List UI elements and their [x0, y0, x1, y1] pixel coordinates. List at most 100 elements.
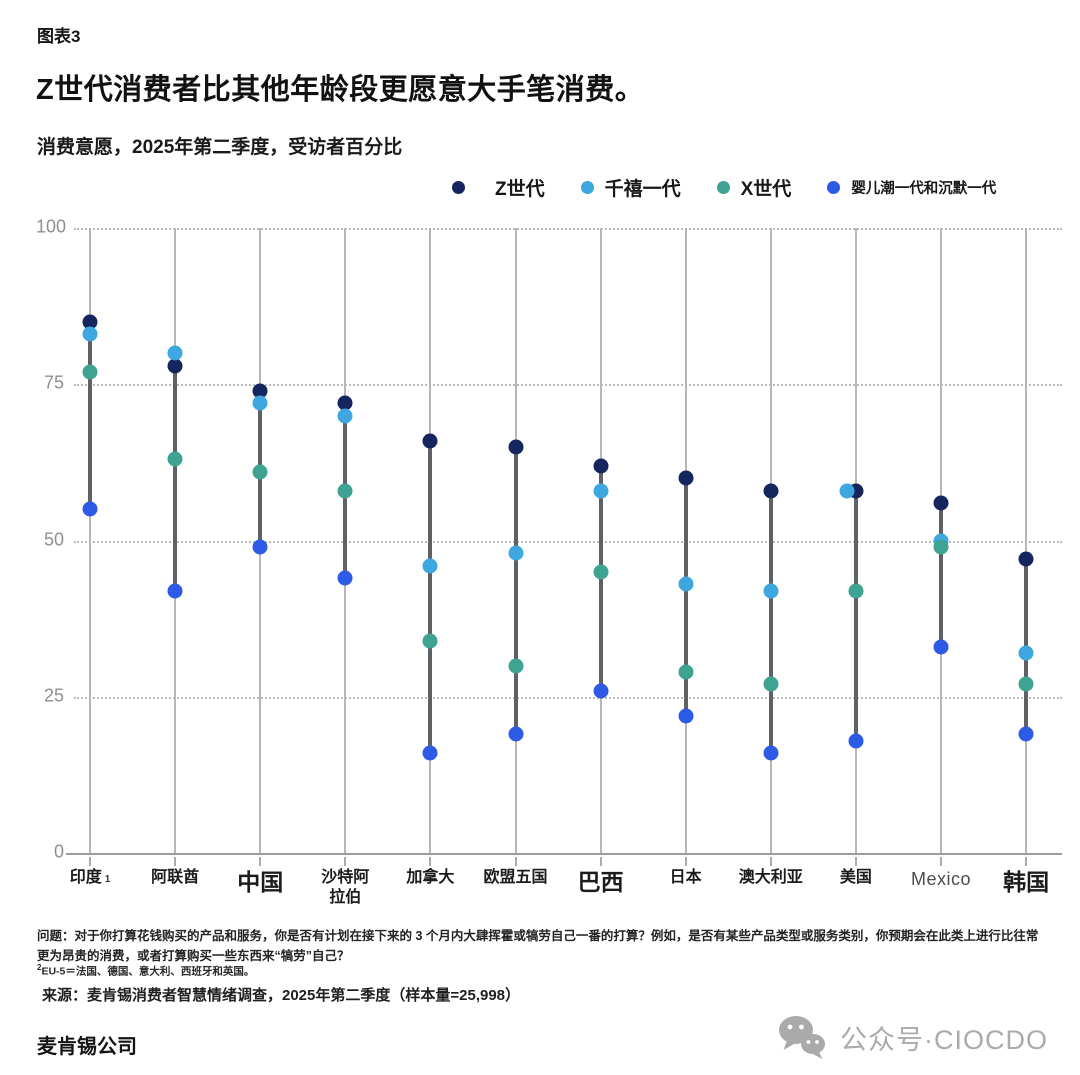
data-point — [1018, 676, 1034, 692]
data-point — [337, 408, 353, 423]
x-gridline — [89, 228, 91, 853]
data-point — [167, 583, 183, 598]
data-point — [839, 483, 855, 498]
x-tick-mark — [259, 857, 262, 866]
plot-area: 0 25 50 75 100 印度 1 阿联酋 中国 沙特阿 拉伯 加拿大 欧盟五国 巴西 日本 澳大利亚 美… — [36, 217, 1062, 906]
watermark-text: 公众号·CIOCDO — [840, 1024, 1048, 1055]
data-point — [593, 683, 609, 698]
data-point — [337, 570, 353, 586]
data-point — [422, 633, 438, 648]
data-point — [678, 470, 694, 486]
watermark: 公众号·CIOCDO — [776, 1014, 1048, 1060]
x-category-label: 沙特阿 拉伯 — [321, 869, 370, 906]
legend-item: Z世代 — [452, 174, 545, 201]
x-category-label: 日本 — [669, 869, 702, 886]
data-point — [848, 733, 864, 748]
data-point — [1018, 645, 1034, 661]
data-point — [508, 545, 523, 561]
data-point — [167, 451, 183, 467]
x-tick-mark — [89, 857, 91, 866]
x-tick-mark — [429, 857, 432, 866]
x-category-label: 韩国 — [1003, 869, 1050, 895]
connector-line — [88, 321, 92, 510]
data-point — [422, 745, 438, 761]
data-point — [678, 576, 694, 592]
data-point — [763, 745, 779, 761]
x-tick-mark — [769, 857, 772, 866]
x-tick-mark — [684, 857, 687, 866]
x-tick-mark — [174, 857, 177, 866]
y-gridline — [74, 384, 1062, 387]
connector-line — [428, 440, 433, 753]
legend: Z世代 千禧一代 X世代 婴儿潮一代和沉默一代 — [452, 170, 996, 204]
data-point — [763, 583, 779, 598]
connector-line — [173, 353, 178, 591]
data-point — [252, 383, 268, 398]
x-tick-mark — [344, 857, 347, 866]
legend-dot — [827, 180, 841, 194]
legend-item: 婴儿潮一代和沉默一代 — [827, 177, 996, 198]
data-point — [593, 564, 609, 580]
category-footnote-marker: 1 — [104, 874, 111, 885]
connector-line — [683, 478, 688, 716]
legend-dot — [716, 180, 730, 194]
legend-dot — [580, 180, 594, 194]
connector-line — [939, 503, 943, 647]
y-tick-label: 0 — [53, 841, 64, 862]
data-point — [763, 676, 779, 692]
x-category-label: 阿联酋 — [151, 869, 200, 886]
connector-line — [768, 490, 773, 753]
data-point — [678, 664, 694, 680]
y-tick-label: 50 — [43, 529, 64, 550]
x-category-label: 美国 — [839, 869, 872, 886]
y-gridline — [74, 696, 1062, 699]
data-point — [678, 708, 694, 723]
x-tick-mark — [514, 857, 517, 866]
x-axis-line — [66, 853, 1062, 855]
data-point — [933, 495, 949, 511]
data-point — [337, 483, 353, 498]
x-tick-mark — [940, 857, 942, 866]
x-category-label: 印度 1 — [69, 869, 111, 886]
data-point — [508, 658, 523, 673]
legend-label: 婴儿潮一代和沉默一代 — [851, 180, 997, 197]
data-point — [508, 726, 523, 742]
data-point — [82, 364, 98, 380]
data-point — [82, 501, 98, 517]
data-point — [252, 395, 268, 411]
legend-dot — [452, 180, 465, 194]
x-category-label: 欧盟五国 — [483, 869, 548, 886]
data-point — [933, 639, 949, 655]
legend-item: 千禧一代 — [580, 174, 681, 201]
x-tick-mark — [854, 857, 857, 866]
x-gridline — [1025, 228, 1028, 853]
data-point — [508, 439, 523, 455]
x-tick-mark — [1025, 857, 1028, 866]
source-line: 来源：麦肯锡消费者智慧情绪调查，2025年第二季度（样本量=25,998） — [42, 987, 521, 1004]
data-point — [763, 483, 779, 498]
footnote-eu5-marker: 2 — [37, 963, 42, 972]
data-point — [422, 558, 438, 573]
x-category-label: 加拿大 — [406, 869, 455, 886]
x-category-label: 巴西 — [577, 869, 624, 895]
connector-line — [513, 446, 518, 735]
chart-title: Z世代消费者比其他年龄段更愿意大手笔消费。 — [36, 74, 645, 106]
data-point — [82, 326, 98, 342]
x-category-label: Mexico — [910, 869, 971, 889]
y-gridline — [74, 228, 1062, 230]
data-point — [167, 358, 183, 373]
data-point — [252, 539, 268, 555]
x-category-label: 澳大利亚 — [738, 869, 803, 886]
exhibit-number: 图表3 — [37, 27, 81, 46]
data-point — [337, 395, 353, 411]
legend-label: Z世代 — [495, 178, 545, 200]
data-point — [1018, 551, 1034, 567]
data-point — [422, 433, 438, 448]
y-gridline — [74, 540, 1062, 543]
footnote-question: 问题：对于你打算花钱购买的产品和服务，你是否有计划在接下来的 3 个月内大肆挥霍… — [37, 929, 1039, 963]
legend-label: X世代 — [740, 178, 792, 200]
footnote-eu5-text: EU-5＝法国、德国、意大利、西班牙和英国。 — [41, 965, 255, 978]
x-category-label: 中国 — [237, 869, 284, 895]
y-tick-label: 75 — [43, 372, 64, 393]
